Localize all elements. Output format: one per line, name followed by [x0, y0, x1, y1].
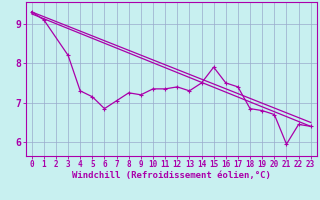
X-axis label: Windchill (Refroidissement éolien,°C): Windchill (Refroidissement éolien,°C) — [72, 171, 271, 180]
